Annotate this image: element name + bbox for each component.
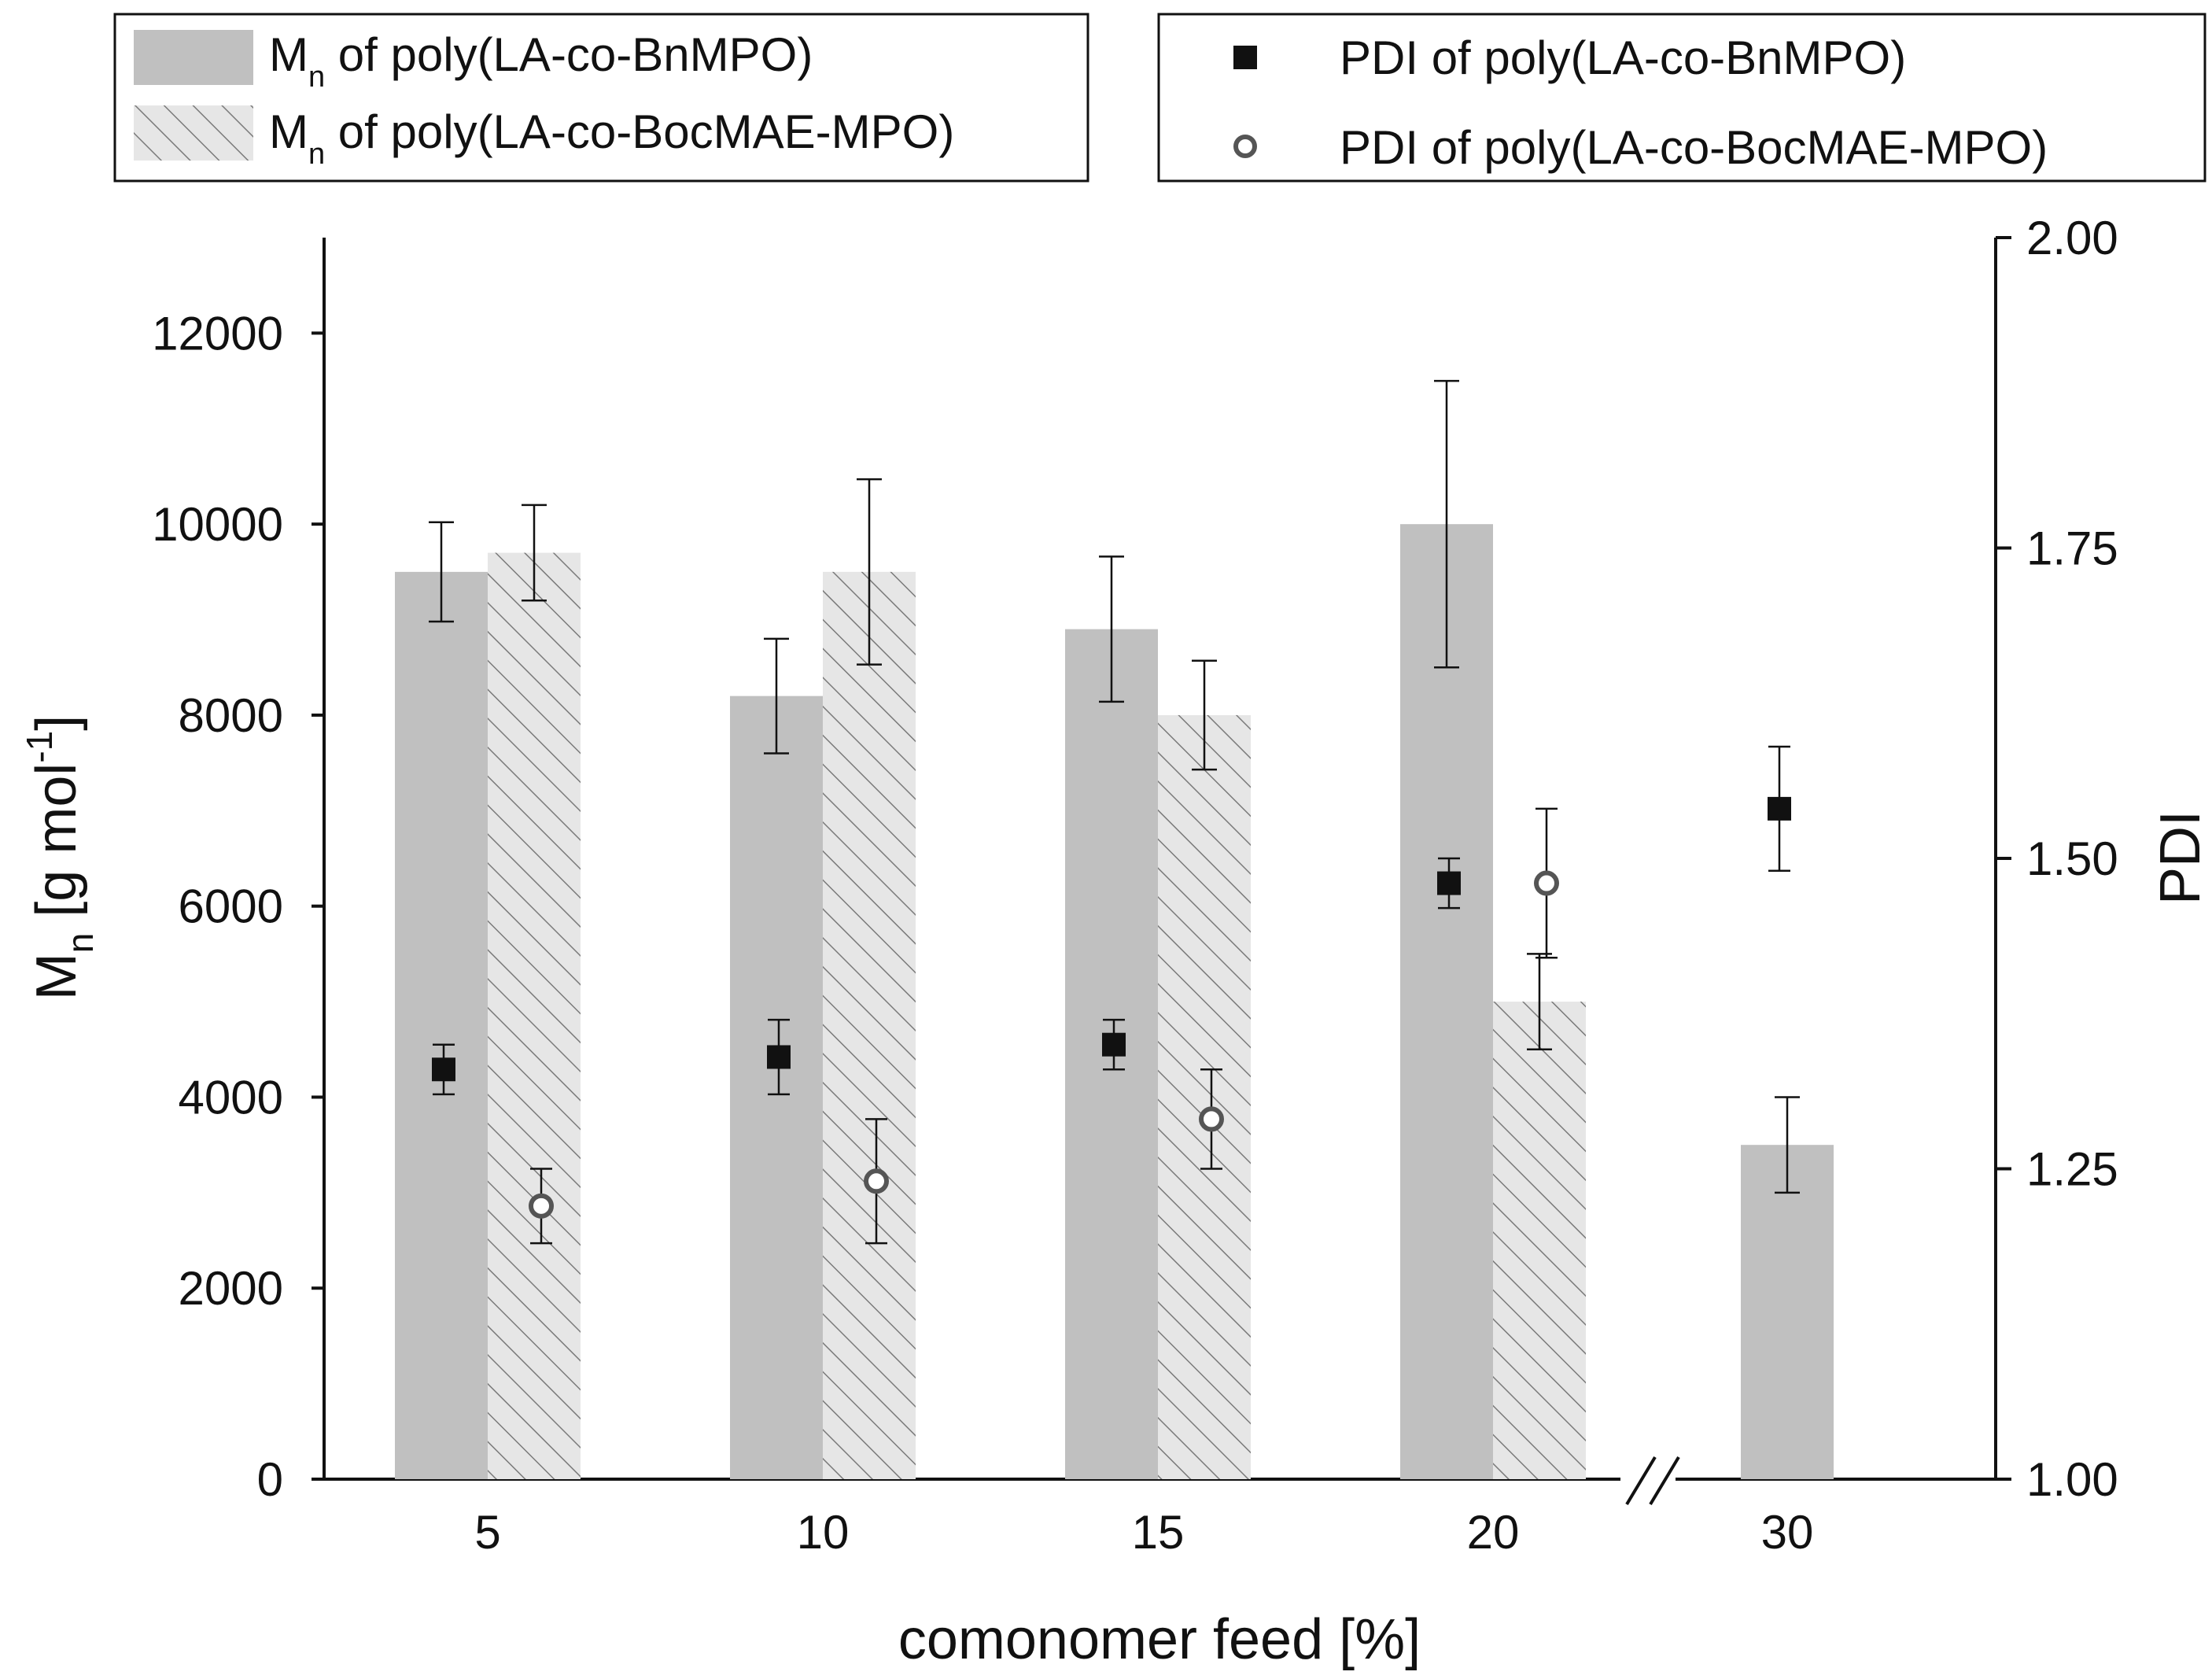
y-left-tick-label: 10000 xyxy=(152,498,283,551)
x-tick-label: 30 xyxy=(1761,1506,1814,1559)
bar-bocmae-mpo xyxy=(1493,1002,1586,1479)
axis-break-marker xyxy=(1625,1456,1680,1506)
y-right-axis-title: PDI xyxy=(2149,810,2212,905)
legend-point-label-2: PDI of poly(LA-co-BocMAE-MPO) xyxy=(1340,121,2048,174)
x-tick-label: 15 xyxy=(1132,1506,1185,1559)
y-left-tick-label: 6000 xyxy=(179,880,283,933)
pdi-bnmpo-point xyxy=(1768,796,1791,821)
y-left-axis-title: Mn [g mol-1] xyxy=(19,715,101,1001)
legend-marker-filled-square xyxy=(1233,46,1257,69)
legend-point-label-1: PDI of poly(LA-co-BnMPO) xyxy=(1340,31,1906,84)
y-right-ticks: 1.00 1.25 1.50 1.75 2.00 xyxy=(1996,212,2118,1506)
y-right-tick-label: 1.75 xyxy=(2026,522,2118,575)
legend-bars: Mn of poly(LA-co-BnMPO) Mn of poly(LA-co… xyxy=(113,13,1089,183)
legend-swatch-hatched xyxy=(134,105,253,161)
legend-bar-label-1: Mn of poly(LA-co-BnMPO) xyxy=(269,28,813,94)
legend-points: PDI of poly(LA-co-BnMPO) PDI of poly(LA-… xyxy=(1157,13,2206,183)
y-right-tick-label: 1.00 xyxy=(2026,1453,2118,1506)
y-left-tick-label: 8000 xyxy=(179,689,283,742)
x-tick-label: 10 xyxy=(797,1506,850,1559)
pdi-bnmpo-point xyxy=(767,1045,791,1069)
legend-marker-open-circle xyxy=(1233,135,1257,158)
y-right-tick-label: 1.50 xyxy=(2026,832,2118,885)
bar-bocmae-mpo xyxy=(488,552,581,1479)
bar-error-bars xyxy=(429,379,1800,1194)
x-axis-title: comonomer feed [%] xyxy=(898,1608,1421,1671)
y-left-tick-label: 0 xyxy=(257,1453,283,1506)
y-right-tick-label: 2.00 xyxy=(2026,212,2118,264)
pdi-bocmae-mpo-point xyxy=(864,1168,889,1194)
y-left-tick-label: 2000 xyxy=(179,1262,283,1315)
y-left-ticks: 0 2000 4000 6000 8000 10000 12000 xyxy=(152,307,324,1506)
bar-bnmpo xyxy=(395,571,488,1479)
bars xyxy=(395,524,1834,1480)
bar-bnmpo xyxy=(730,696,823,1479)
bar-bnmpo xyxy=(1400,524,1493,1480)
pdi-bnmpo-point xyxy=(1102,1032,1126,1057)
pdi-points xyxy=(432,745,1791,1245)
y-left-tick-label: 4000 xyxy=(179,1071,283,1124)
pdi-bnmpo-point xyxy=(1437,871,1461,895)
x-ticks: 5 10 15 20 30 xyxy=(474,1506,1813,1559)
pdi-bnmpo-point xyxy=(432,1057,455,1082)
bar-bocmae-mpo xyxy=(823,571,916,1479)
y-left-tick-label: 12000 xyxy=(152,307,283,360)
y-right-tick-label: 1.25 xyxy=(2026,1143,2118,1196)
legend-points-frame xyxy=(1157,13,2206,183)
legend-swatch-solid xyxy=(134,30,253,85)
x-tick-label: 5 xyxy=(474,1506,500,1559)
legend-bar-label-2: Mn of poly(LA-co-BocMAE-MPO) xyxy=(269,105,954,171)
pdi-bocmae-mpo-point xyxy=(1199,1106,1224,1132)
pdi-bocmae-mpo-point xyxy=(529,1193,554,1219)
pdi-bocmae-mpo-point xyxy=(1534,870,1559,896)
bar-bnmpo xyxy=(1741,1145,1834,1479)
legend-bars-frame xyxy=(113,13,1089,183)
x-tick-label: 20 xyxy=(1467,1506,1520,1559)
bar-bocmae-mpo xyxy=(1158,714,1251,1479)
